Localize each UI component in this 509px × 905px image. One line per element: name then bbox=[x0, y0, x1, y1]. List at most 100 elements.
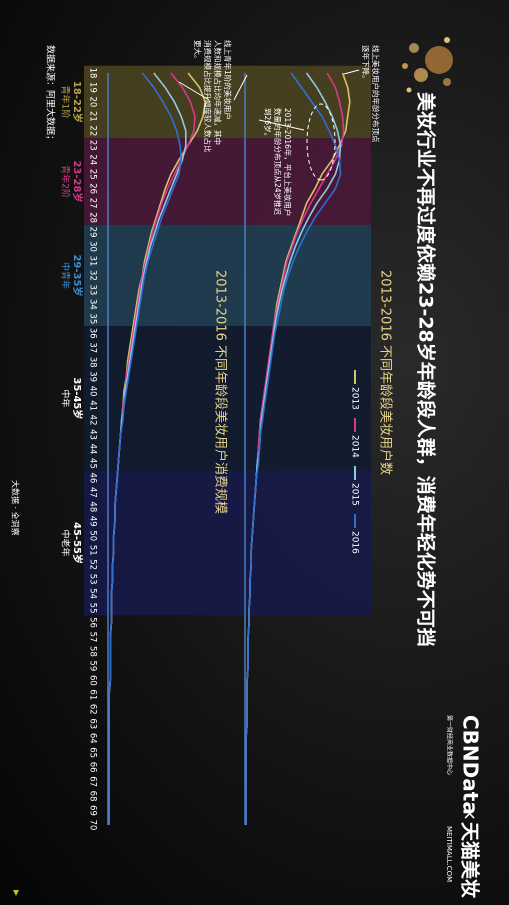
annotation: 线上青年1阶的美妆用户 bbox=[223, 40, 233, 120]
x-tick-label: 18 bbox=[88, 68, 98, 79]
age-band bbox=[84, 326, 371, 471]
x-tick-label: 20 bbox=[88, 97, 98, 108]
series-line bbox=[245, 72, 342, 825]
x-tick-label: 23 bbox=[88, 140, 98, 151]
x-tick-label: 41 bbox=[88, 400, 98, 411]
x-tick-label: 61 bbox=[88, 689, 98, 700]
x-tick-label: 31 bbox=[88, 256, 98, 267]
series-line bbox=[108, 72, 183, 825]
annotation: 线上美妆用户的年龄分布顶点 bbox=[371, 45, 381, 143]
x-tick-label: 58 bbox=[88, 646, 98, 657]
x-tick-label: 70 bbox=[88, 820, 98, 831]
x-tick-label: 28 bbox=[88, 212, 98, 223]
x-tick-label: 62 bbox=[88, 704, 98, 715]
x-tick-label: 67 bbox=[88, 776, 98, 787]
age-group-name: 中年 bbox=[60, 389, 72, 407]
legend-label: 2015 bbox=[350, 483, 360, 506]
annotation: 2013-2016年，平台上美妆用户 bbox=[283, 108, 293, 216]
highlight-ellipse bbox=[306, 103, 336, 181]
x-tick-label: 55 bbox=[88, 603, 98, 614]
age-group-name: 中青年 bbox=[60, 262, 72, 289]
x-tick-label: 21 bbox=[88, 111, 98, 122]
x-tick-label: 39 bbox=[88, 371, 98, 382]
x-tick-label: 35 bbox=[88, 313, 98, 324]
annotation: 更大。 bbox=[193, 40, 203, 63]
x-tick-label: 44 bbox=[88, 444, 98, 455]
annotation: 逐年下降。 bbox=[361, 45, 371, 83]
age-band bbox=[84, 470, 371, 616]
footer: 大数据 · 全洞察 bbox=[11, 480, 21, 536]
x-tick-label: 57 bbox=[88, 632, 98, 643]
brand-partner: 天猫美妆 bbox=[459, 822, 482, 898]
arrow bbox=[258, 119, 305, 131]
x-tick-label: 29 bbox=[88, 227, 98, 238]
x-tick-label: 19 bbox=[88, 82, 98, 93]
brand-times: × bbox=[459, 806, 480, 821]
x-tick-label: 26 bbox=[88, 183, 98, 194]
x-tick-label: 32 bbox=[88, 270, 98, 281]
age-range: 23-28岁 bbox=[71, 160, 84, 202]
source: 数据来源：阿里大数据； bbox=[45, 45, 57, 144]
x-tick-label: 65 bbox=[88, 747, 98, 758]
x-tick-label: 43 bbox=[88, 429, 98, 440]
corner-mark bbox=[13, 890, 19, 896]
title: 美妆行业不再过度依赖23-28岁年龄段人群，消费年轻化势不可挡 bbox=[415, 92, 438, 647]
chart-title: 2013-2016 不同年龄段美妆用户数 bbox=[378, 270, 394, 475]
brand-name: CBNData bbox=[459, 715, 483, 815]
x-tick-label: 50 bbox=[88, 530, 98, 541]
x-tick-label: 64 bbox=[88, 733, 98, 744]
x-tick-label: 46 bbox=[88, 473, 98, 484]
x-tick-label: 48 bbox=[88, 501, 98, 512]
x-tick-label: 53 bbox=[88, 574, 98, 585]
age-range: 35-45岁 bbox=[71, 377, 84, 419]
annotation: 消费规模占比提升幅度较人数占比 bbox=[203, 40, 213, 153]
age-range: 45-55岁 bbox=[71, 522, 84, 564]
annotation: 数量的年龄分布顶点从24岁推迟 bbox=[273, 108, 283, 216]
x-tick-label: 66 bbox=[88, 762, 98, 773]
annotation: 到26岁。 bbox=[263, 108, 273, 140]
x-tick-label: 37 bbox=[88, 342, 98, 353]
x-tick-label: 52 bbox=[88, 559, 98, 570]
x-tick-label: 59 bbox=[88, 661, 98, 672]
x-tick-label: 51 bbox=[88, 545, 98, 556]
x-tick-label: 56 bbox=[88, 617, 98, 628]
age-range: 18-22岁 bbox=[71, 81, 84, 123]
age-group-name: 中老年 bbox=[60, 529, 72, 556]
chart-title: 2013-2016 不同年龄段美妆用户消费规模 bbox=[213, 270, 229, 514]
arrow bbox=[178, 81, 210, 101]
legend-label: 2014 bbox=[350, 435, 360, 458]
x-tick-label: 49 bbox=[88, 516, 98, 527]
x-tick-label: 27 bbox=[88, 198, 98, 209]
age-group-name: 青年2阶 bbox=[60, 165, 72, 198]
arrow bbox=[233, 74, 248, 101]
x-tick-label: 33 bbox=[88, 285, 98, 296]
legend-label: 2016 bbox=[350, 531, 360, 554]
x-tick-label: 54 bbox=[88, 588, 98, 599]
annotation: 人数和规模占比均年递减，其中 bbox=[213, 40, 223, 145]
arrow bbox=[343, 69, 360, 75]
x-tick-label: 63 bbox=[88, 718, 98, 729]
x-tick-label: 47 bbox=[88, 487, 98, 498]
x-tick-label: 25 bbox=[88, 169, 98, 180]
x-tick-label: 38 bbox=[88, 357, 98, 368]
x-tick-label: 45 bbox=[88, 458, 98, 469]
x-tick-label: 34 bbox=[88, 299, 98, 310]
age-group-name: 青年1阶 bbox=[60, 86, 72, 119]
x-tick-label: 36 bbox=[88, 328, 98, 339]
brand-sub: 第一财经商业数据中心 bbox=[446, 715, 454, 775]
x-tick-label: 30 bbox=[88, 241, 98, 252]
x-tick-label: 24 bbox=[88, 154, 98, 165]
x-tick-label: 42 bbox=[88, 415, 98, 426]
brand-partner-sub: MEITIMALL.COM bbox=[445, 826, 453, 882]
legend-label: 2013 bbox=[350, 387, 360, 410]
x-tick-label: 69 bbox=[88, 805, 98, 816]
age-range: 29-35岁 bbox=[71, 254, 84, 296]
x-tick-label: 60 bbox=[88, 675, 98, 686]
age-band bbox=[84, 224, 371, 327]
x-tick-label: 40 bbox=[88, 386, 98, 397]
age-band bbox=[84, 138, 371, 225]
x-tick-label: 68 bbox=[88, 791, 98, 802]
x-tick-label: 22 bbox=[88, 125, 98, 136]
